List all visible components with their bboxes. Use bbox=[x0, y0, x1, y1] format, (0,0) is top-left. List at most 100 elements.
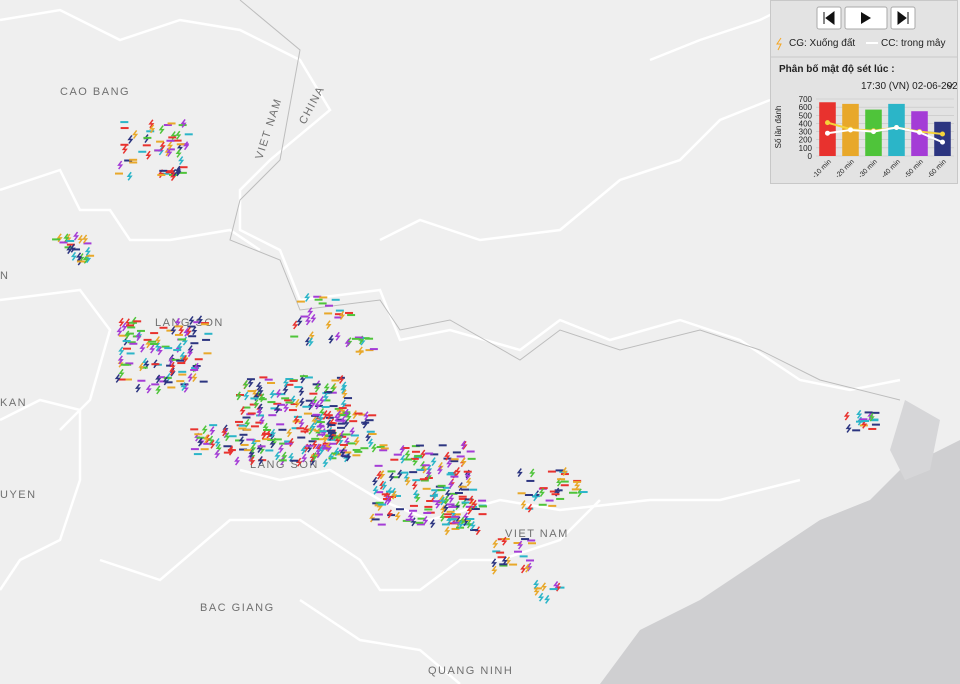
strike-cg bbox=[553, 581, 560, 590]
place-label: KAN bbox=[0, 397, 27, 409]
strike-cg bbox=[191, 326, 198, 336]
strike-cg bbox=[330, 383, 337, 393]
strike-cg bbox=[148, 119, 155, 129]
place-label: LANG SON bbox=[155, 317, 224, 329]
strike-cg bbox=[868, 412, 875, 422]
strike-cg bbox=[77, 234, 84, 244]
strike-cg bbox=[201, 425, 208, 435]
strike-cg bbox=[845, 423, 852, 433]
strike-cg bbox=[491, 565, 498, 575]
strike-cg bbox=[466, 505, 473, 515]
strike-cg bbox=[170, 172, 177, 182]
strike-cg bbox=[381, 481, 388, 491]
legend-cg: CG: Xuống đất bbox=[789, 37, 855, 49]
strike-cg bbox=[429, 519, 436, 528]
play-button[interactable] bbox=[844, 6, 888, 30]
strike-cg bbox=[391, 490, 398, 500]
strike-cg bbox=[304, 336, 311, 346]
strike-cg bbox=[180, 118, 187, 128]
strike-cg bbox=[421, 464, 428, 474]
strike-cg bbox=[462, 517, 469, 527]
strike-cg bbox=[367, 438, 374, 448]
strike-cg bbox=[282, 385, 289, 395]
line-point bbox=[940, 139, 945, 145]
y-tick-label: 300 bbox=[799, 128, 813, 137]
strike-cg bbox=[235, 391, 242, 401]
y-tick-label: 400 bbox=[799, 119, 813, 128]
strike-cg bbox=[293, 415, 300, 425]
strike-cg bbox=[162, 376, 169, 386]
strike-cg bbox=[365, 432, 372, 442]
strike-cg bbox=[339, 448, 346, 458]
strike-cg bbox=[155, 385, 162, 395]
strike-cg bbox=[257, 386, 264, 396]
strike-cg bbox=[244, 418, 251, 428]
strike-cg bbox=[574, 480, 581, 490]
strike-cg bbox=[460, 440, 467, 450]
strike-cg bbox=[343, 437, 350, 447]
strike-cg bbox=[118, 317, 125, 327]
strike-cg bbox=[305, 316, 312, 326]
strike-cg bbox=[363, 411, 370, 421]
select-arrow[interactable] bbox=[946, 83, 954, 88]
panel-svg: CG: Xuống đất CC: trong mây Phân bố mật … bbox=[771, 6, 960, 180]
strike-cg bbox=[430, 457, 437, 466]
strike-cg bbox=[224, 432, 231, 442]
strike-cg bbox=[328, 432, 335, 441]
strike-cg bbox=[180, 382, 187, 392]
y-tick-label: 700 bbox=[799, 95, 813, 104]
strike-cg bbox=[561, 467, 568, 476]
strike-cg bbox=[269, 389, 276, 399]
line-point bbox=[871, 129, 876, 135]
strike-cg bbox=[322, 458, 329, 468]
strike-cg bbox=[155, 374, 162, 384]
strike-cg bbox=[127, 135, 134, 144]
strike-cg bbox=[296, 457, 303, 467]
place-label: QUANG NINH bbox=[428, 665, 513, 677]
strike-cg bbox=[309, 422, 316, 432]
place-label: UYEN bbox=[0, 489, 37, 501]
time-select[interactable]: 17:30 (VN) 02-06-2025 bbox=[861, 81, 960, 92]
strike-cg bbox=[469, 521, 476, 530]
strike-cg bbox=[538, 488, 545, 497]
strike-cg bbox=[138, 362, 145, 372]
strike-cg bbox=[179, 351, 186, 361]
strike-cg bbox=[843, 411, 850, 421]
strike-cg bbox=[448, 494, 455, 503]
strike-cg bbox=[444, 451, 451, 461]
strike-cg bbox=[207, 435, 214, 445]
strike-cg bbox=[114, 373, 121, 383]
strike-cg bbox=[533, 579, 540, 589]
y-tick-label: 600 bbox=[799, 103, 813, 112]
strike-cg bbox=[492, 539, 499, 549]
strike-cg bbox=[388, 472, 395, 482]
strike-cg bbox=[300, 445, 307, 455]
strike-cg bbox=[411, 480, 418, 490]
strike-cg bbox=[183, 327, 190, 337]
strike-cg bbox=[333, 412, 340, 422]
strike-cg bbox=[298, 387, 305, 397]
next-button[interactable] bbox=[890, 6, 916, 30]
sea bbox=[600, 440, 960, 684]
strike-cg bbox=[372, 476, 379, 486]
strike-cg bbox=[457, 520, 464, 530]
strike-cg bbox=[250, 443, 257, 453]
strike-cg bbox=[412, 489, 419, 499]
strike-cg bbox=[209, 439, 216, 449]
strike-cg bbox=[258, 445, 265, 455]
strike-cg bbox=[143, 360, 150, 370]
control-panel: CG: Xuống đất CC: trong mây Phân bố mật … bbox=[770, 0, 960, 184]
strike-cg bbox=[255, 381, 262, 391]
strike-cg bbox=[404, 450, 411, 459]
strike-cg bbox=[214, 449, 221, 459]
strike-cg bbox=[191, 373, 198, 383]
strike-cg bbox=[294, 398, 301, 408]
prev-button[interactable] bbox=[816, 6, 842, 30]
strike-cg bbox=[298, 397, 305, 407]
strike-cg bbox=[126, 171, 133, 181]
strike-cg bbox=[118, 368, 125, 378]
strike-cg bbox=[504, 556, 511, 566]
y-tick-label: 500 bbox=[799, 111, 813, 120]
strike-cg bbox=[325, 320, 332, 330]
bay bbox=[890, 400, 940, 480]
